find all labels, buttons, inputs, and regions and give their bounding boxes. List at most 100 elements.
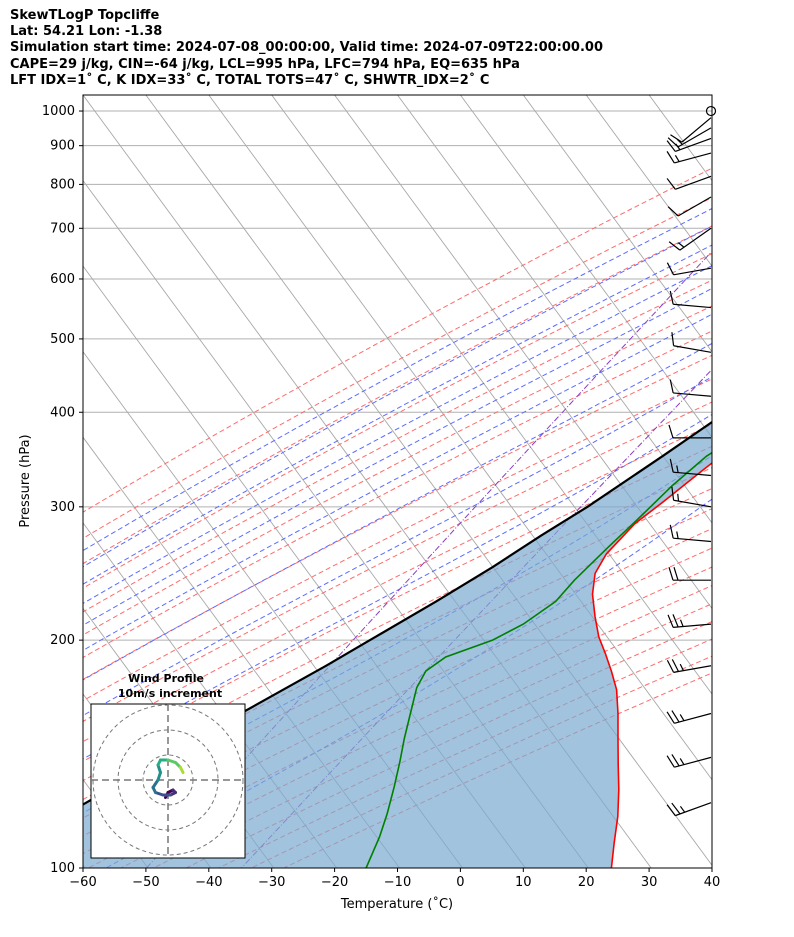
wind-barb-shaft: [675, 137, 712, 153]
wind-barb: [666, 754, 712, 768]
dewpoint-line: [365, 451, 712, 868]
hodograph-segment: [179, 766, 185, 774]
wind-barb-shaft: [677, 196, 712, 217]
x-tick-label: 40: [704, 875, 721, 890]
moist-adiabat: [83, 244, 712, 585]
wind-barb-half-flag: [676, 465, 679, 473]
wind-barb: [666, 802, 712, 817]
wind-barb-half-flag: [676, 531, 679, 539]
wind-barb-half-flag: [679, 758, 685, 765]
wind-barb-flag: [666, 755, 675, 768]
wind-barb-flag: [669, 458, 674, 473]
hodograph-title: Wind Profile: [128, 672, 204, 685]
wind-barb-calm: [705, 105, 717, 117]
wind-barb-half-flag: [679, 714, 685, 722]
wind-barb-shaft: [679, 227, 712, 251]
wind-barb: [667, 614, 712, 629]
wind-barb-flag: [666, 151, 675, 164]
wind-barb-shaft: [677, 127, 712, 148]
x-tick-label: 10: [515, 875, 532, 890]
indices-line-2: LFT IDX=1˚ C, K IDX=33˚ C, TOTAL TOTS=47…: [10, 73, 490, 88]
wind-barb: [669, 458, 712, 477]
wind-barb-flag: [671, 659, 680, 672]
dry-adiabat: [83, 279, 712, 613]
wind-barb-half-flag: [675, 143, 681, 151]
wind-barb-flag: [671, 754, 680, 767]
wind-barb: [666, 175, 712, 190]
wind-barb-flag: [667, 206, 679, 217]
wind-barb-shaft: [675, 175, 712, 190]
wind-barb: [666, 659, 712, 673]
wind-barb: [671, 486, 712, 508]
isotherm: [711, 95, 712, 96]
dry-adiabat: [83, 354, 712, 680]
y-tick-label: 900: [50, 139, 75, 154]
wind-barb-half-flag: [674, 155, 680, 162]
wind-barb: [666, 262, 712, 276]
wind-barb: [668, 567, 711, 581]
wind-barb-flag: [668, 424, 674, 439]
dry-adiabat: [83, 547, 712, 855]
wind-barb-shaft: [673, 392, 712, 397]
wind-barb-flag: [671, 486, 675, 501]
wind-barb: [666, 151, 712, 164]
wind-barb-flag: [668, 241, 681, 251]
x-tick-label: −20: [321, 875, 348, 890]
isotherm: [83, 864, 86, 868]
wind-barb: [669, 290, 712, 309]
wind-barb-flag: [669, 379, 674, 394]
y-tick-label: 600: [50, 272, 75, 287]
wind-barb-shaft: [681, 117, 712, 143]
wind-barb: [668, 424, 711, 439]
wind-barb-shaft: [674, 152, 712, 164]
wind-barb: [671, 332, 712, 353]
y-tick-label: 200: [50, 633, 75, 648]
hodograph-inset: [90, 703, 246, 859]
wind-barb-flag: [671, 332, 675, 346]
dry-adiabat: [83, 445, 712, 762]
dry-adiabat: [83, 330, 712, 659]
wind-barb-half-flag: [679, 663, 684, 671]
moist-adiabat: [83, 207, 712, 552]
wind-barb-flag: [669, 524, 674, 539]
wind-barb-shaft: [673, 499, 712, 508]
y-tick-label: 100: [50, 861, 75, 876]
wind-barb-flag: [666, 804, 676, 816]
wind-barb: [668, 227, 712, 251]
isotherm: [145, 95, 712, 866]
wind-barb: [667, 196, 712, 217]
wind-barb-flag: [666, 178, 676, 190]
wind-barb-flag: [673, 567, 679, 581]
wind-barb-shaft: [673, 623, 712, 629]
x-tick-label: 0: [456, 875, 464, 890]
wind-barbs: [666, 105, 717, 817]
wind-barb-shaft: [673, 471, 712, 477]
wind-barb-half-flag: [676, 138, 683, 145]
x-tick-label: −40: [195, 875, 222, 890]
wind-barb-half-flag: [677, 493, 680, 502]
wind-barb-half-flag: [679, 805, 686, 813]
wind-barb-shaft: [673, 303, 712, 309]
wind-barb-flag: [666, 659, 675, 673]
location-line: Lat: 54.21 Lon: -1.38: [10, 24, 163, 39]
y-axis-label: Pressure (hPa): [18, 434, 33, 527]
wind-barb: [669, 524, 712, 543]
wind-barb-flag: [671, 802, 681, 815]
x-tick-label: 20: [578, 875, 595, 890]
wind-barb: [670, 117, 712, 143]
isotherm: [460, 95, 712, 439]
wind-barb-shaft: [673, 345, 712, 353]
chart-title: SkewTLogP Topcliffe: [10, 8, 160, 23]
isotherm: [522, 95, 712, 353]
time-line: Simulation start time: 2024-07-08_00:00:…: [10, 40, 603, 55]
indices-line-1: CAPE=29 j/kg, CIN=-64 j/kg, LCL=995 hPa,…: [10, 57, 520, 72]
wind-barb-flag: [669, 290, 674, 305]
moist-adiabat: [83, 225, 712, 568]
hodograph-subtitle: 10m/s increment: [118, 687, 222, 700]
temperature-line: [591, 461, 712, 868]
wind-barb-flag: [667, 614, 674, 628]
wind-barb-half-flag: [677, 242, 685, 248]
moist-adiabat: [105, 498, 712, 868]
wind-barb-flag: [668, 567, 674, 581]
